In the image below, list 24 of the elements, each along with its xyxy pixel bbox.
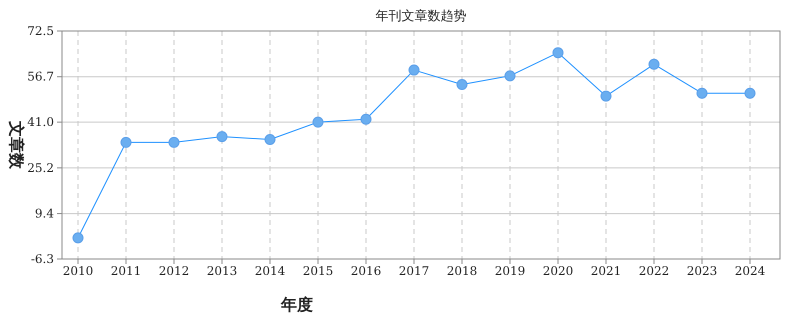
- x-tick-label: 2021: [590, 264, 622, 278]
- x-tick-label: 2010: [62, 264, 94, 278]
- x-axis-title: 年度: [280, 295, 313, 314]
- x-tick-label: 2012: [158, 264, 190, 278]
- y-tick-label: 72.5: [27, 24, 54, 38]
- x-tick-label: 2011: [110, 264, 142, 278]
- x-tick-label: 2015: [302, 264, 334, 278]
- y-tick-label: 56.7: [27, 70, 54, 84]
- x-tick-label: 2020: [542, 264, 574, 278]
- y-tick-label: 41.0: [27, 115, 54, 130]
- chart-title: 年刊文章数趋势: [376, 9, 466, 24]
- x-tick-label: 2022: [638, 264, 670, 278]
- y-tick-label: 25.2: [27, 160, 54, 175]
- x-tick-label: 2014: [254, 264, 286, 278]
- y-axis-title: 文章数: [7, 120, 26, 170]
- x-tick-label: 2018: [446, 264, 478, 278]
- x-tick-label: 2017: [398, 264, 430, 278]
- x-tick-label: 2023: [686, 264, 718, 278]
- x-tick-label: 2024: [734, 264, 766, 278]
- x-tick-label: 2013: [206, 264, 238, 278]
- y-tick-label: 9.4: [34, 206, 54, 221]
- x-tick-label: 2016: [350, 264, 382, 278]
- y-tick-label: -6.3: [30, 252, 54, 266]
- x-tick-label: 2019: [494, 264, 526, 278]
